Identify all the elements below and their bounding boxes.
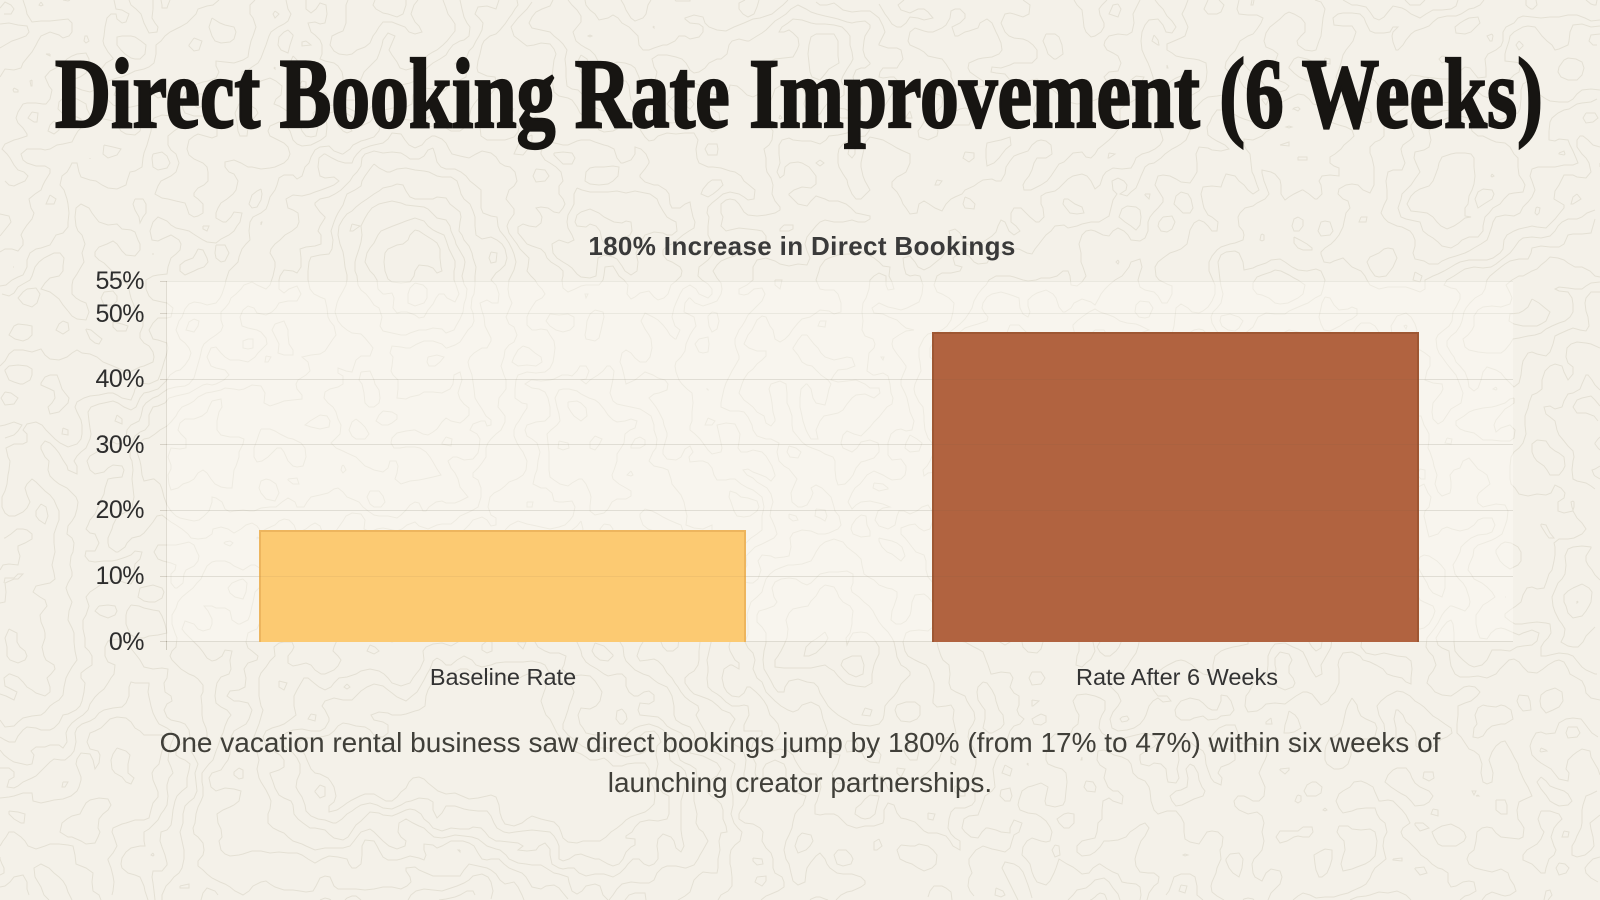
svg-text:Direct Booking Rate Improvemen: Direct Booking Rate Improvement (6 Weeks… [55, 38, 1543, 149]
